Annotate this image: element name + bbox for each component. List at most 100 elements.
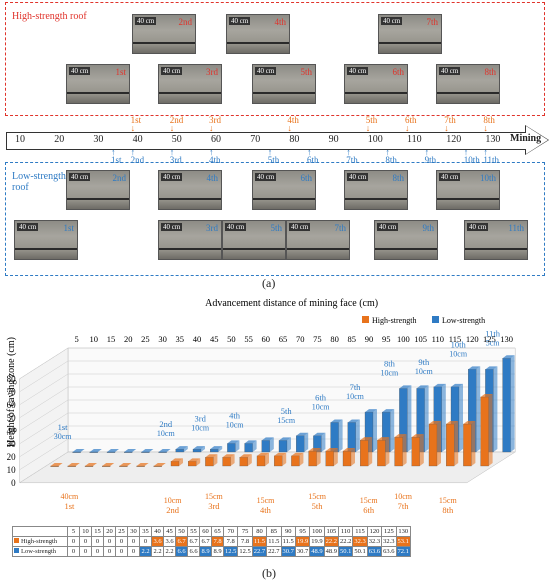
low-strength-bar-side [201,446,205,452]
table-header-cell: 50 [175,526,188,537]
table-header-cell: 75 [237,526,253,537]
high-strength-bar-side [282,452,287,466]
low-interval-distance: 15cm [277,416,296,425]
axis-tick-label: 50 [171,134,182,145]
caving-height-label: 3.6 cm [66,82,69,99]
table-header-cell: 90 [280,526,296,537]
low-photo-7: 40 cm 3rd 6.6 cm [158,220,222,260]
axis-tick-label: 70 [250,134,261,145]
low-interval-distance: 10cm [226,420,245,429]
table-cell: 3.6 [163,536,176,547]
high-strength-bar-side [488,393,493,466]
table-cell: 2.2 [139,546,152,557]
table-cell: 11.5 [280,536,296,547]
low-strength-bar-side [424,385,429,452]
table-cell: 0 [103,536,116,547]
coal-seam [345,198,407,200]
high-strength-bar-side [299,452,304,466]
high-strength-bar [153,465,162,467]
low-strength-bar [141,451,150,453]
y-tick-label: 70 [7,387,17,397]
high-strength-bar-top [308,448,321,452]
low-strength-title: Low-strength roof [10,171,72,193]
x-tick-label: 100 [397,334,410,344]
coal-seam [67,92,129,94]
table-cell: 30.7 [280,546,296,557]
axis-tick-label: 110 [407,134,422,145]
caving-height-label: 50.1 cm [374,235,377,255]
low-strength-bar-side [510,355,515,452]
gridline-side [19,399,69,432]
photo-stage-label: 10th [479,173,496,183]
table-header-cell: 5 [67,526,80,537]
low-break-marker: ↑ 8th [385,147,397,165]
low-interval-label: 4th [229,410,241,420]
high-interval-distance: 10cm [164,496,183,505]
x-tick-label: 80 [330,334,339,344]
high-strength-bar-side [265,452,269,466]
caving-height-label: 30.7 cm [286,235,289,255]
high-strength-bar-side [213,454,218,466]
gridline-side [19,386,69,419]
table-cell: 50.1 [337,546,354,557]
table-header-cell: 130 [395,526,411,537]
y-tick-label: 50 [7,413,17,423]
low-photo-9: 40 cm 7th 30.7 cm [286,220,350,260]
high-photo-5: 40 cm 3rd 7.8 cm [158,64,222,104]
high-interval-label: 7th [398,501,410,511]
high-strength-bar [446,423,455,467]
low-strength-bar-side [338,419,343,452]
low-strength-bar-top [107,449,119,452]
high-strength-bar-top [50,463,63,466]
table-cell: 48.9 [309,546,325,557]
low-interval-label: 9th [418,357,430,367]
y-tick-label: 10 [7,465,17,475]
table-cell: 6.7 [187,536,200,547]
high-interval-label: 5th [312,501,324,511]
high-strength-bar-side [385,437,390,466]
table-cell: 7.8 [237,536,253,547]
low-strength-bar-top [227,440,240,444]
table-header-cell: 125 [381,526,397,537]
high-strength-bar-top [291,452,304,456]
high-break-marker: 6th ↓ [405,115,417,133]
coal-seam [253,198,315,200]
photo-stage-label: 3rd [206,67,218,77]
photo-scale-label: 40 cm [439,67,461,75]
x-tick-label: 75 [313,334,322,344]
low-strength-bar-side [235,440,240,452]
photo-scale-label: 40 cm [225,223,247,231]
table-cell: 0 [91,536,104,547]
x-tick-label: 105 [414,334,427,344]
table-header-cell: 10 [79,526,92,537]
high-strength-title: High-strength roof [10,11,89,22]
table-cell: 0 [115,536,128,547]
low-interval-label: 11th [485,328,501,338]
high-strength-bar-top [222,454,235,458]
low-strength-bar-side [321,432,326,452]
table-cell: 22.7 [251,546,268,557]
coal-seam [15,248,77,250]
photo-stage-label: 6th [300,173,312,183]
low-photo-8: 40 cm 5th 12.5 cm [222,220,286,260]
high-interval-label: 8th [442,505,454,515]
photo-scale-label: 40 cm [161,223,183,231]
table-cell: 0 [79,536,92,547]
low-strength-bar-side [373,409,377,452]
high-photo-6: 40 cm 5th 19.9 cm [252,64,316,104]
axis-tick-label: 90 [328,134,339,145]
table-cell: 32.3 [366,536,383,547]
high-strength-bar-top [463,421,476,425]
high-photo-1: 40 cm 2nd 6.7 cm [132,14,196,54]
x-tick-label: 70 [296,334,305,344]
high-strength-bar-top [411,434,424,438]
table-header-cell: 85 [266,526,282,537]
coal-seam [159,198,221,200]
photo-stage-label: 3rd [206,223,218,233]
caving-height-label: 19.9 cm [252,79,255,99]
low-interval-label: 5th [281,406,293,416]
table-header-cell: 15 [91,526,104,537]
low-strength-bar-top [72,449,85,452]
high-strength-bar-side [419,434,424,466]
photo-scale-label: 40 cm [135,17,157,25]
